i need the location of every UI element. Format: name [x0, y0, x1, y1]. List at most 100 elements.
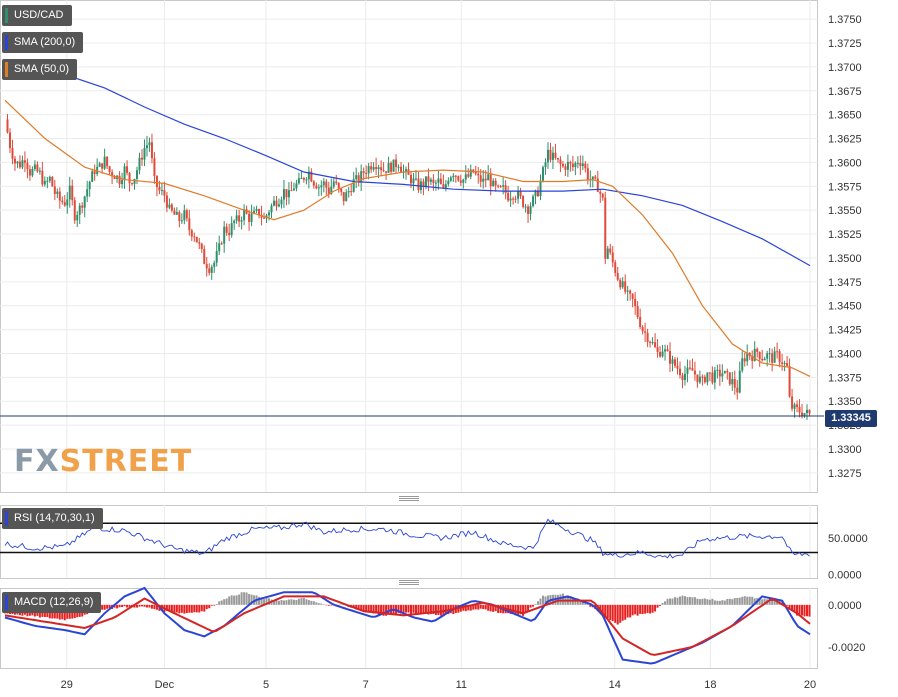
- macd-histogram-bar: [611, 604, 614, 622]
- macd-histogram-bar: [370, 604, 373, 613]
- macd-histogram-bar: [696, 598, 699, 605]
- candle-body: [282, 189, 285, 200]
- candle-body: [365, 172, 368, 174]
- macd-histogram-bar: [277, 600, 280, 605]
- candle-body: [766, 353, 769, 359]
- macd-histogram-bar: [190, 604, 193, 613]
- logo-fx: FX: [14, 444, 60, 479]
- candle-body: [646, 332, 649, 342]
- legend-macd[interactable]: MACD (12,26,9): [2, 592, 102, 613]
- candle-body: [691, 368, 694, 371]
- candle-body: [581, 163, 584, 167]
- macd-histogram-bar: [352, 604, 355, 608]
- macd-histogram-bar: [322, 604, 325, 605]
- macd-histogram-bar: [758, 597, 761, 605]
- candle-body: [434, 182, 437, 184]
- candle-body: [664, 349, 667, 352]
- candle-body: [524, 206, 527, 208]
- candle-body: [439, 178, 442, 185]
- macd-histogram-bar: [706, 599, 709, 605]
- candle-body: [796, 404, 799, 408]
- legend-rsi[interactable]: RSI (14,70,30,1): [2, 508, 103, 529]
- macd-histogram-bar: [761, 599, 764, 605]
- macd-histogram-bar: [624, 604, 627, 620]
- candle-body: [33, 164, 36, 170]
- candle-body: [409, 174, 412, 184]
- macd-histogram-bar: [626, 604, 629, 618]
- x-tick-label: 7: [363, 679, 369, 691]
- y-tick-label: 1.3275: [828, 468, 862, 480]
- y-tick-label: 1.3700: [828, 62, 862, 74]
- series-swatch: [5, 595, 8, 610]
- candle-body: [763, 358, 766, 361]
- macd-histogram-bar: [407, 604, 410, 613]
- macd-histogram-bar: [437, 604, 440, 615]
- macd-histogram-bar: [155, 604, 158, 610]
- candle-body: [611, 252, 614, 263]
- macd-histogram-bar: [405, 604, 408, 613]
- candle-body: [422, 181, 425, 187]
- macd-histogram-bar: [808, 604, 811, 617]
- candle-body: [778, 351, 781, 363]
- macd-histogram-bar: [793, 604, 796, 613]
- candle-body: [317, 187, 320, 189]
- legend-usdcad[interactable]: USD/CAD: [2, 5, 72, 26]
- x-tick-label: 29: [61, 679, 73, 691]
- candle-body: [786, 362, 789, 366]
- candle-body: [250, 213, 253, 222]
- candle-body: [781, 362, 784, 364]
- macd-histogram-bar: [589, 604, 592, 607]
- candle-body: [350, 191, 353, 193]
- macd-histogram-bar: [681, 595, 684, 605]
- candle-body: [626, 290, 629, 292]
- legend-sma50[interactable]: SMA (50,0): [2, 59, 78, 80]
- macd-histogram-bar: [683, 596, 686, 605]
- y-tick-label: 1.3600: [828, 157, 862, 169]
- candle-body: [576, 162, 579, 164]
- macd-histogram-bar: [414, 604, 417, 614]
- macd-histogram-bar: [768, 598, 771, 605]
- macd-histogram-bar: [666, 598, 669, 605]
- macd-histogram-bar: [253, 595, 256, 605]
- macd-histogram-bar: [746, 596, 749, 605]
- candle-body: [731, 379, 734, 385]
- candle-body: [681, 375, 684, 381]
- candle-body: [718, 369, 721, 377]
- candle-body: [230, 223, 233, 236]
- candle-body: [676, 365, 679, 369]
- macd-histogram-bar: [541, 595, 544, 605]
- candle-body: [537, 190, 540, 197]
- drag-handle-icon[interactable]: [399, 580, 419, 586]
- macd-histogram-bar: [798, 604, 801, 616]
- macd-histogram-bar: [606, 604, 609, 619]
- macd-histogram-bar: [439, 604, 442, 616]
- macd-histogram-bar: [365, 604, 368, 613]
- macd-histogram-bar: [188, 604, 191, 613]
- legend-sma200[interactable]: SMA (200,0): [2, 32, 84, 53]
- macd-histogram-bar: [375, 604, 378, 614]
- macd-histogram-bar: [335, 604, 338, 605]
- macd-histogram-bar: [106, 604, 109, 609]
- candle-body: [497, 185, 500, 187]
- macd-histogram-bar: [524, 604, 527, 614]
- candle-body: [686, 367, 689, 374]
- candle-body: [155, 175, 158, 187]
- candle-body: [13, 158, 16, 164]
- candle-body: [121, 179, 124, 185]
- macd-histogram-bar: [380, 604, 383, 615]
- drag-handle-icon[interactable]: [399, 496, 419, 502]
- macd-histogram-bar: [469, 604, 472, 611]
- candle-body: [429, 179, 432, 182]
- macd-histogram-bar: [240, 592, 243, 605]
- candle-body: [28, 169, 31, 176]
- macd-histogram-bar: [265, 598, 268, 605]
- candle-body: [382, 170, 385, 172]
- candle-body: [43, 180, 46, 185]
- candle-body: [596, 178, 599, 192]
- candle-body: [532, 196, 535, 207]
- macd-histogram-bar: [512, 604, 515, 615]
- candle-body: [494, 180, 497, 186]
- macd-histogram-bar: [402, 604, 405, 614]
- candle-body: [362, 171, 365, 173]
